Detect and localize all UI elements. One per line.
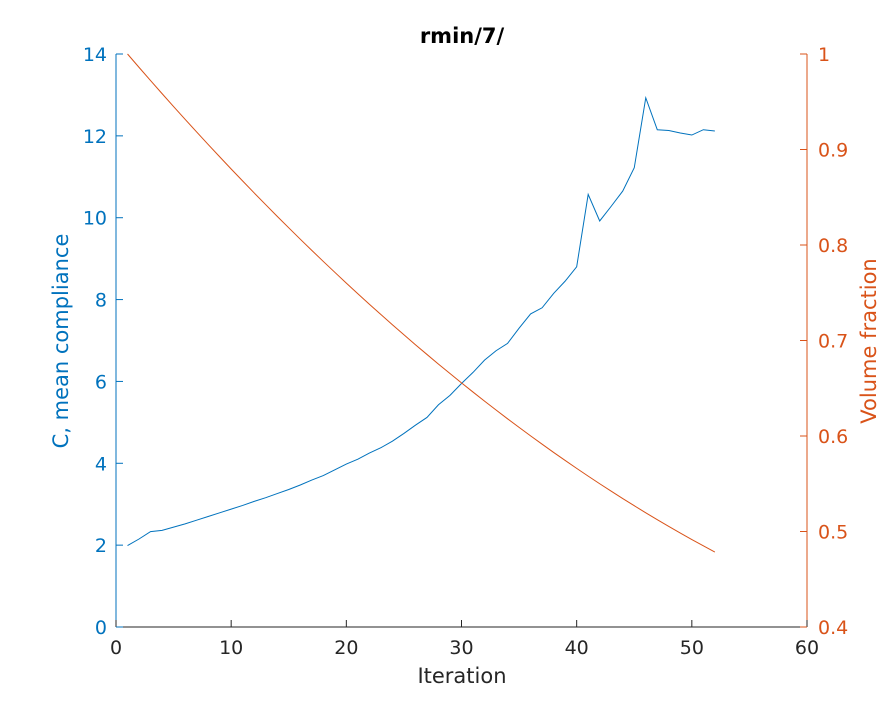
y-axis-left-label: C, mean compliance: [49, 234, 73, 449]
x-tick-label-1: 10: [219, 637, 243, 659]
y-left-tick-label-6: 12: [83, 126, 107, 148]
series: [127, 53, 716, 553]
y-left-tick-label-1: 2: [95, 535, 107, 557]
y-right-tick-label-5: 0.9: [818, 140, 848, 162]
series-line-compliance: [127, 95, 715, 546]
series-line-volume-fraction: [127, 53, 716, 553]
x-tick-label-3: 30: [449, 637, 473, 659]
y-left-tick-label-2: 4: [95, 453, 107, 475]
axes: [115, 54, 808, 628]
x-tick-label-6: 60: [795, 637, 819, 659]
x-axis-label: Iteration: [417, 664, 506, 688]
y-right-tick-label-4: 0.8: [818, 235, 848, 257]
chart-title: rmin/7/: [420, 24, 505, 48]
x-tick-label-5: 50: [680, 637, 704, 659]
y-left-tick-label-0: 0: [95, 617, 107, 639]
x-tick-label-4: 40: [565, 637, 589, 659]
y-right-tick-label-0: 0.4: [818, 617, 848, 639]
y-left-tick-label-3: 6: [95, 371, 107, 393]
y-right-tick-label-2: 0.6: [818, 426, 848, 448]
x-tick-label-2: 20: [334, 637, 358, 659]
y-right-tick-label-3: 0.7: [818, 331, 848, 353]
y-right-tick-label-6: 1: [818, 44, 830, 66]
y-left-tick-label-5: 10: [83, 208, 107, 230]
y-right-tick-label-1: 0.5: [818, 522, 848, 544]
y-axis-right-label: Volume fraction: [857, 258, 881, 423]
x-tick-label-0: 0: [110, 637, 122, 659]
y-left-tick-label-4: 8: [95, 290, 107, 312]
y-left-tick-label-7: 14: [83, 44, 107, 66]
ticks: 0 10 20 30 40 50 60 0 2 4 6 8 10 12 14 0.4 0.5 0.6 0.7 0.8 0…: [83, 44, 848, 659]
